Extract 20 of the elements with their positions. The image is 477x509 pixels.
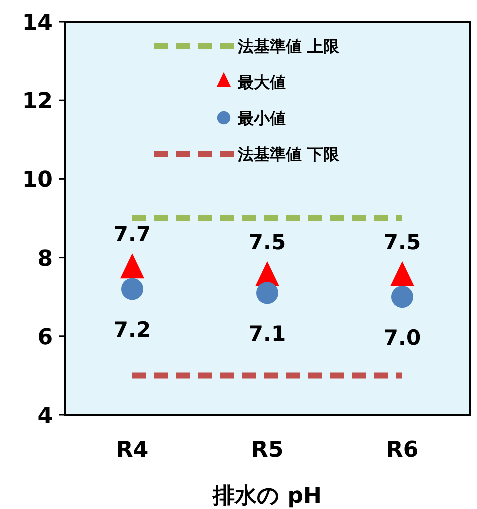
data-label: 7.0 bbox=[384, 326, 422, 350]
legend-label: 法基準値 上限 bbox=[237, 37, 341, 56]
data-label: 7.5 bbox=[248, 230, 286, 254]
legend-label: 法基準値 下限 bbox=[237, 145, 341, 164]
legend-label: 最小値 bbox=[237, 109, 286, 128]
x-axis-title: 排水の pH bbox=[212, 484, 322, 509]
x-tick-label: R6 bbox=[386, 438, 419, 463]
y-tick-label: 8 bbox=[38, 246, 53, 272]
y-tick-label: 6 bbox=[38, 325, 53, 350]
data-label: 7.1 bbox=[248, 322, 286, 346]
data-label: 7.7 bbox=[114, 222, 152, 247]
data-label: 7.2 bbox=[114, 318, 152, 342]
y-tick-label: 14 bbox=[22, 11, 53, 36]
y-tick-label: 12 bbox=[22, 90, 53, 115]
x-tick-label: R4 bbox=[116, 438, 149, 463]
x-tick-label: R5 bbox=[251, 438, 284, 463]
legend-label: 最大値 bbox=[237, 73, 286, 92]
data-label: 7.5 bbox=[384, 230, 422, 254]
y-tick-label: 4 bbox=[38, 404, 53, 429]
y-tick-label: 10 bbox=[22, 168, 53, 194]
